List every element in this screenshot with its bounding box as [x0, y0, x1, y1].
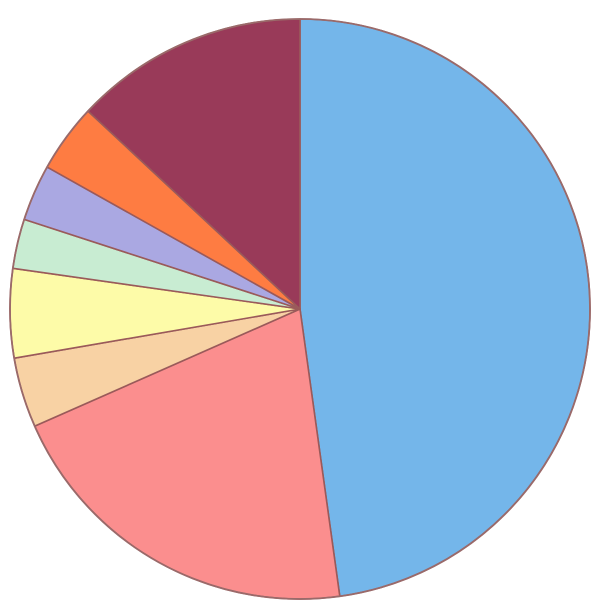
pie-slices	[9, 18, 591, 600]
pie-outline	[9, 18, 591, 600]
pie-slice-1	[299, 18, 591, 598]
